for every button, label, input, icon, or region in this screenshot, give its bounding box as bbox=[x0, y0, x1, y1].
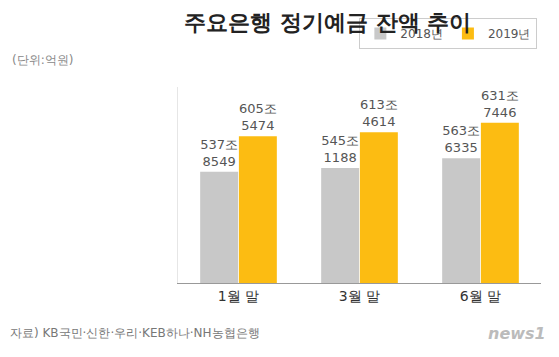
svg-text:3월 말: 3월 말 bbox=[339, 288, 380, 304]
svg-text:자료) KB국민·신한·우리·KEB하나·NH농협은행: 자료) KB국민·신한·우리·KEB하나·NH농협은행 bbox=[10, 326, 260, 340]
svg-text:news1: news1 bbox=[488, 324, 546, 343]
svg-text:605조5474: 605조5474 bbox=[239, 101, 277, 133]
svg-text:1월 말: 1월 말 bbox=[218, 288, 259, 304]
svg-text:6월 말: 6월 말 bbox=[460, 288, 501, 304]
svg-text:563조6335: 563조6335 bbox=[442, 123, 480, 155]
svg-text:613조4614: 613조4614 bbox=[360, 97, 398, 129]
svg-text:631조7446: 631조7446 bbox=[481, 88, 519, 120]
svg-text:537조8549: 537조8549 bbox=[200, 137, 238, 169]
svg-text:주요은행 정기예금 잔액 추이: 주요은행 정기예금 잔액 추이 bbox=[184, 10, 471, 35]
svg-text:2019년: 2019년 bbox=[488, 27, 531, 41]
svg-text:2018년: 2018년 bbox=[400, 27, 443, 41]
svg-text:545조1188: 545조1188 bbox=[321, 133, 359, 165]
svg-text:(단위:억원): (단위:억원) bbox=[12, 53, 73, 67]
